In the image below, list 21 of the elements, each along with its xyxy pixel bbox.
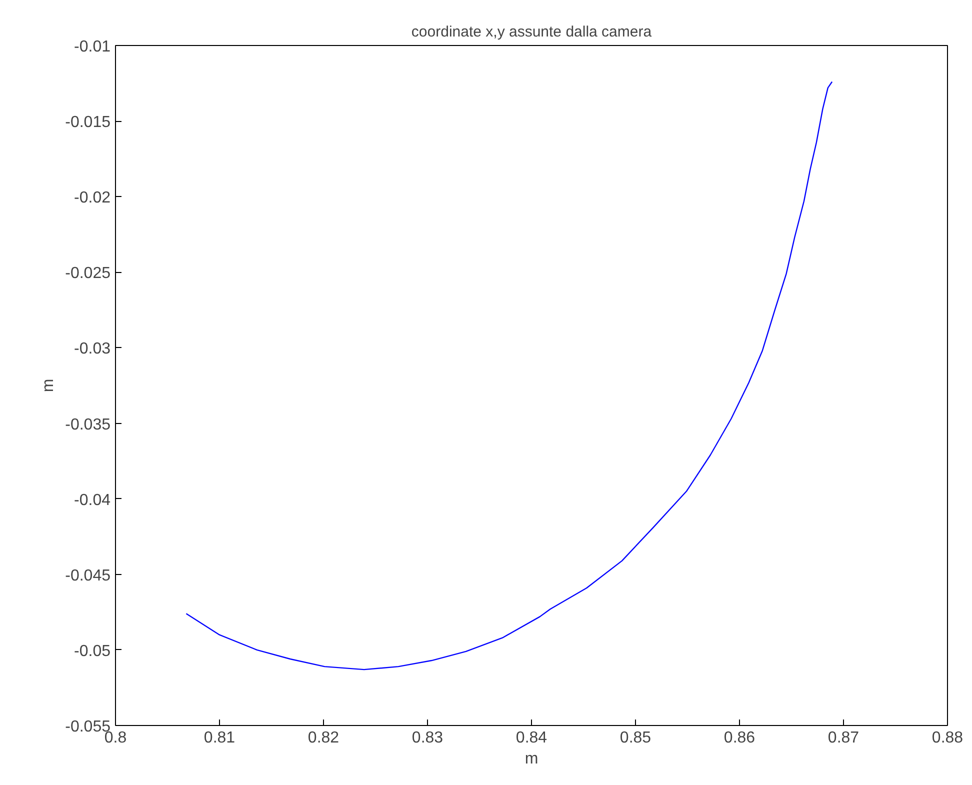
x-axis-title: m [524, 750, 538, 768]
y-tick-label: -0.025 [65, 265, 111, 282]
x-tick-label: 0.88 [932, 730, 964, 746]
x-tick-label: 0.85 [620, 730, 652, 746]
x-tick-label: 0.84 [516, 730, 548, 746]
y-tick-label: -0.01 [74, 38, 111, 56]
x-tick-label: 0.82 [308, 730, 340, 746]
y-tick-label: -0.04 [74, 492, 111, 509]
y-tick-label: -0.045 [65, 567, 111, 584]
y-axis-title: m [40, 378, 58, 392]
y-tick-label: -0.02 [74, 190, 111, 207]
x-tick-label: 0.81 [204, 730, 236, 746]
chart-title: coordinate x,y assunte dalla camera [411, 24, 652, 40]
y-tick-label: -0.05 [74, 642, 111, 660]
x-tick-label: 0.87 [828, 730, 860, 746]
x-tick-label: 0.86 [724, 730, 756, 746]
y-tick-label: -0.015 [65, 114, 111, 132]
y-tick-label: -0.035 [65, 416, 111, 434]
y-tick-label: -0.03 [74, 340, 111, 358]
line-series [186, 81, 833, 670]
x-tick-label: 0.83 [412, 730, 444, 746]
